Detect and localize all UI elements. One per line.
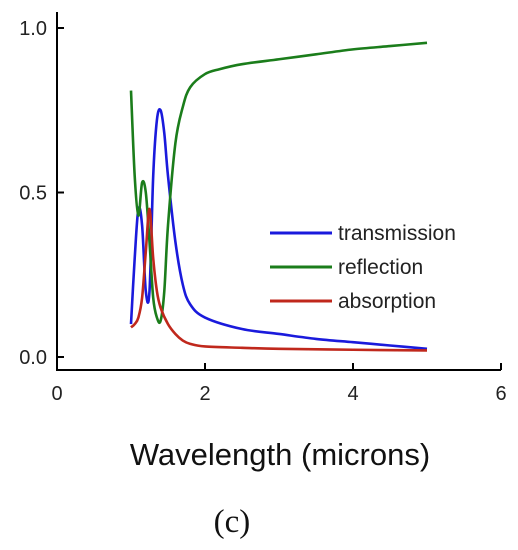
legend-label-absorption: absorption	[338, 290, 436, 313]
series-line-absorption	[130, 207, 428, 352]
x-axis-label: Wavelength (microns)	[130, 437, 430, 472]
x-tick-label: 0	[51, 383, 62, 405]
legend-label-reflection: reflection	[338, 256, 423, 279]
x-axis-ticks: 0 2 4 6	[51, 363, 507, 405]
series-layer	[129, 41, 428, 352]
x-tick-label: 4	[347, 383, 358, 405]
x-tick-label: 6	[495, 383, 506, 405]
x-tick-label: 2	[199, 383, 210, 405]
figure-caption: (c)	[214, 504, 251, 540]
legend: transmission reflection absorption	[270, 222, 456, 313]
series-line-transmission	[129, 108, 428, 351]
y-axis-ticks: 0.0 0.5 1.0	[19, 18, 64, 369]
y-tick-label: 0.0	[19, 347, 47, 369]
plot-area: 0 2 4 6 0.0 0.5 1.0	[19, 12, 507, 405]
series-line-reflection	[129, 41, 428, 325]
y-tick-label: 1.0	[19, 18, 47, 40]
y-tick-label: 0.5	[19, 183, 47, 205]
legend-label-transmission: transmission	[338, 222, 456, 245]
